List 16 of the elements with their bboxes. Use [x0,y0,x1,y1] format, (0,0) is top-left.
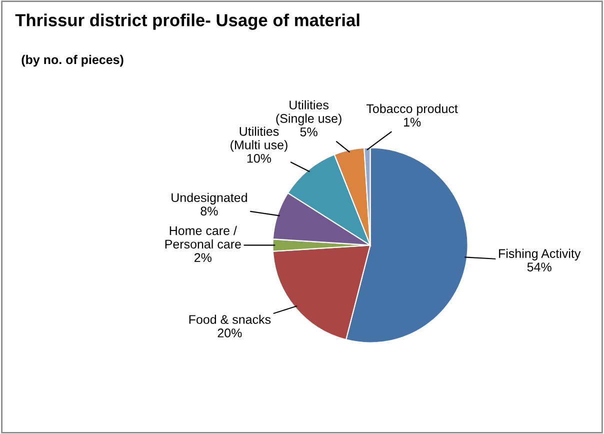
slice-label: Utilities (Multi use) [230,126,288,152]
data-label: 5% [300,128,318,136]
data-label: 10% [247,154,272,163]
data-label: 1% [404,118,421,127]
slice-label: Tobacco product [366,104,458,116]
chart-title: Thrissur district profile- Usage of material [15,14,360,30]
slice-label: Food & snacks [189,314,271,324]
slice-label: Home care / Personal care [165,226,241,249]
data-label: 2% [194,253,212,262]
data-label: 54% [527,262,552,272]
slice-label: Utilities (Single use) [276,100,342,126]
slice-label: Undesignated [172,192,247,205]
slice-label: Fishing Activity [499,248,581,260]
chart-subtitle: (by no. of pieces) [22,54,124,67]
data-label: 20% [218,328,242,338]
data-label: 8% [200,206,218,216]
